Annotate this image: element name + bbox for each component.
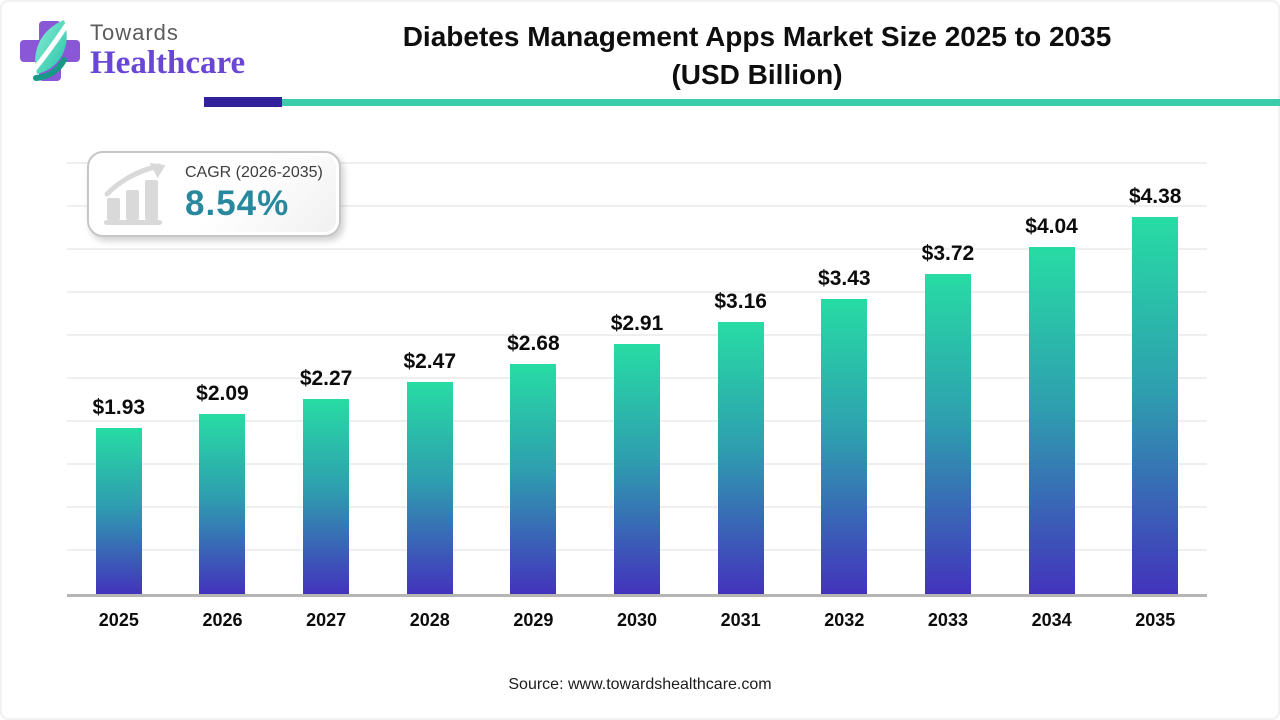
bar-value-label: $2.27: [299, 367, 353, 390]
bar: [717, 322, 764, 594]
bar-group: $3.72: [896, 242, 1000, 594]
bar-group: $4.04: [1000, 215, 1104, 594]
bar-value-label: $3.43: [818, 267, 871, 290]
bar: [924, 274, 971, 594]
gridline: [67, 334, 1207, 336]
bar: [406, 382, 453, 594]
x-tick-label: 2030: [617, 610, 658, 630]
growth-chart-icon: [104, 162, 166, 225]
bar: [821, 299, 868, 594]
bar-group: $3.43: [792, 267, 896, 594]
gridline: [67, 205, 1207, 207]
bar-group: $2.91: [585, 312, 689, 594]
bar: [510, 364, 557, 594]
gridline: [67, 248, 1207, 250]
chart-title-line1: Diabetes Management Apps Market Size 202…: [402, 21, 1112, 52]
x-tick-label: 2025: [98, 610, 139, 630]
bar: [1132, 217, 1179, 594]
bar-group: $2.47: [378, 350, 482, 594]
bar: [614, 344, 661, 594]
x-tick-label: 2031: [720, 610, 761, 630]
bar: [303, 399, 350, 594]
bar-group: $3.16: [689, 290, 793, 594]
chart-title: Diabetes Management Apps Market Size 202…: [302, 18, 1212, 94]
bar-value-label: $3.72: [921, 242, 975, 265]
chart-title-line2: (USD Billion): [671, 58, 843, 90]
separator-teal-line: [282, 99, 1280, 106]
gridline: [67, 162, 1207, 164]
logo-text-healthcare: Healthcare: [90, 45, 246, 81]
x-tick-label: 2029: [513, 610, 554, 630]
bar-value-label: $4.04: [1025, 215, 1078, 238]
bar: [1028, 247, 1075, 594]
bar-value-label: $1.93: [92, 396, 146, 419]
bar-group: $2.09: [171, 382, 275, 594]
bar-value-label: $2.09: [196, 382, 249, 405]
x-tick-label: 2034: [1031, 610, 1072, 630]
x-tick-label: 2026: [202, 610, 243, 630]
bar: [95, 428, 142, 594]
logo-text-towards: Towards: [90, 20, 179, 45]
logo-text: Towards Healthcare: [90, 22, 245, 80]
bars-row: $1.93 $2.09 $2.27 $2.47 $2.68 $2.91 $3.1…: [67, 167, 1207, 594]
bar-value-label: $3.16: [714, 290, 767, 313]
cagr-label: CAGR (2026-2035): [185, 164, 323, 181]
bar-value-label: $4.38: [1128, 185, 1182, 208]
separator-purple-segment: [204, 97, 282, 107]
x-tick-label: 2033: [927, 610, 968, 630]
cross-leaf-logo-icon: [20, 20, 80, 81]
bar-group: $2.68: [482, 332, 586, 594]
bar-group: $1.93: [67, 396, 171, 594]
bar-group: $2.27: [274, 367, 378, 594]
bar-value-label: $2.91: [610, 312, 664, 335]
x-tick-label: 2032: [824, 610, 865, 630]
cagr-badge: CAGR (2026-2035) 8.54%: [87, 151, 341, 237]
bar-group: $4.38: [1103, 185, 1207, 594]
x-axis-labels: 2025 2026 2027 2028 2029 2030 2031 2032 2033 2034…: [67, 610, 1207, 631]
source-text: Source: www.towardshealthcare.com: [508, 676, 772, 693]
logo: Towards Healthcare: [18, 16, 245, 86]
x-tick-label: 2027: [306, 610, 347, 630]
gridline: [67, 291, 1207, 293]
chart-plot: $1.93 $2.09 $2.27 $2.47 $2.68 $2.91 $3.1…: [67, 162, 1207, 597]
bar-value-label: $2.68: [507, 332, 560, 355]
cagr-value: 8.54%: [185, 184, 290, 223]
x-tick-label: 2028: [409, 610, 450, 630]
bar-value-label: $2.47: [403, 350, 457, 373]
cagr-texts: CAGR (2026-2035) 8.54%: [185, 164, 323, 224]
x-tick-label: 2035: [1135, 610, 1176, 630]
bar: [199, 414, 246, 594]
